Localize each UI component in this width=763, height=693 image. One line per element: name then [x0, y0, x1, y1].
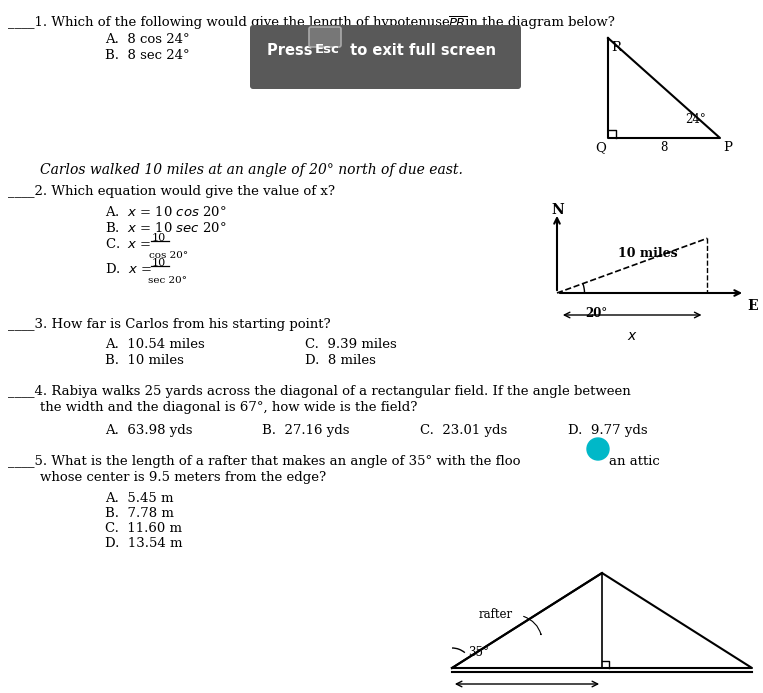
Text: ____1. Which of the following would give the length of hypotenuse: ____1. Which of the following would give… — [8, 16, 454, 29]
Text: Q: Q — [595, 141, 606, 154]
Text: B.  $x$ = 10 $\mathit{sec}$ 20°: B. $x$ = 10 $\mathit{sec}$ 20° — [105, 221, 227, 235]
Text: an attic: an attic — [609, 455, 660, 468]
Text: 35°: 35° — [468, 646, 489, 659]
Text: sec 20°: sec 20° — [148, 276, 187, 285]
Text: ____3. How far is Carlos from his starting point?: ____3. How far is Carlos from his starti… — [8, 318, 330, 331]
Text: B.  8 sec 24°: B. 8 sec 24° — [105, 49, 190, 62]
Text: the width and the diagonal is 67°, how wide is the field?: the width and the diagonal is 67°, how w… — [40, 401, 417, 414]
Text: whose center is 9.5 meters from the edge?: whose center is 9.5 meters from the edge… — [40, 471, 326, 484]
Text: B.  7.78 m: B. 7.78 m — [105, 507, 174, 520]
Text: C.  11.60 m: C. 11.60 m — [105, 522, 182, 535]
Text: D.  8 miles: D. 8 miles — [305, 354, 376, 367]
FancyBboxPatch shape — [250, 25, 521, 89]
Text: C.  9.39 miles: C. 9.39 miles — [305, 338, 397, 351]
Circle shape — [587, 438, 609, 460]
Text: A.  8 cos 24°: A. 8 cos 24° — [105, 33, 190, 46]
Text: B.  10 miles: B. 10 miles — [105, 354, 184, 367]
Text: rafter: rafter — [479, 608, 513, 622]
Text: N: N — [551, 203, 564, 217]
Text: ____4. Rabiya walks 25 yards across the diagonal of a rectangular field. If the : ____4. Rabiya walks 25 yards across the … — [8, 385, 631, 398]
Text: $\overline{PR}$: $\overline{PR}$ — [448, 16, 467, 31]
Text: $x$: $x$ — [627, 329, 638, 343]
Text: E: E — [747, 299, 758, 313]
Text: 20°: 20° — [585, 307, 607, 320]
FancyBboxPatch shape — [309, 27, 341, 47]
Text: 10: 10 — [152, 233, 166, 243]
Text: R: R — [611, 41, 621, 54]
Text: 8: 8 — [660, 141, 668, 154]
Text: Press: Press — [267, 43, 317, 58]
Text: ____5. What is the length of a rafter that makes an angle of 35° with the floo: ____5. What is the length of a rafter th… — [8, 455, 520, 468]
Text: ____2. Which equation would give the value of x?: ____2. Which equation would give the val… — [8, 185, 335, 198]
Text: Esc: Esc — [315, 43, 340, 56]
Text: to exit full screen: to exit full screen — [345, 43, 496, 58]
FancyArrowPatch shape — [523, 616, 541, 635]
Text: 8: 8 — [310, 32, 317, 42]
Text: 10: 10 — [152, 258, 166, 268]
Text: D.  $x$ =: D. $x$ = — [105, 262, 153, 276]
Text: A.  5.45 m: A. 5.45 m — [105, 492, 173, 505]
Text: P: P — [723, 141, 732, 154]
Text: D.  13.54 m: D. 13.54 m — [105, 537, 182, 550]
Text: cos 20°: cos 20° — [149, 251, 188, 260]
Text: 24°: 24° — [685, 113, 706, 126]
Text: A.  $x$ = 10 $\mathit{cos}$ 20°: A. $x$ = 10 $\mathit{cos}$ 20° — [105, 205, 227, 219]
Text: A.  10.54 miles: A. 10.54 miles — [105, 338, 204, 351]
Text: Carlos walked 10 miles at an angle of 20° north of due east.: Carlos walked 10 miles at an angle of 20… — [40, 163, 463, 177]
Text: A.  63.98 yds: A. 63.98 yds — [105, 424, 192, 437]
Text: D.  9.77 yds: D. 9.77 yds — [568, 424, 648, 437]
Text: 10 miles: 10 miles — [618, 247, 678, 260]
Text: B.  27.16 yds: B. 27.16 yds — [262, 424, 349, 437]
Text: C.  $x$ =: C. $x$ = — [105, 237, 153, 251]
Text: C.  23.01 yds: C. 23.01 yds — [420, 424, 507, 437]
Text: in the diagram below?: in the diagram below? — [461, 16, 615, 29]
